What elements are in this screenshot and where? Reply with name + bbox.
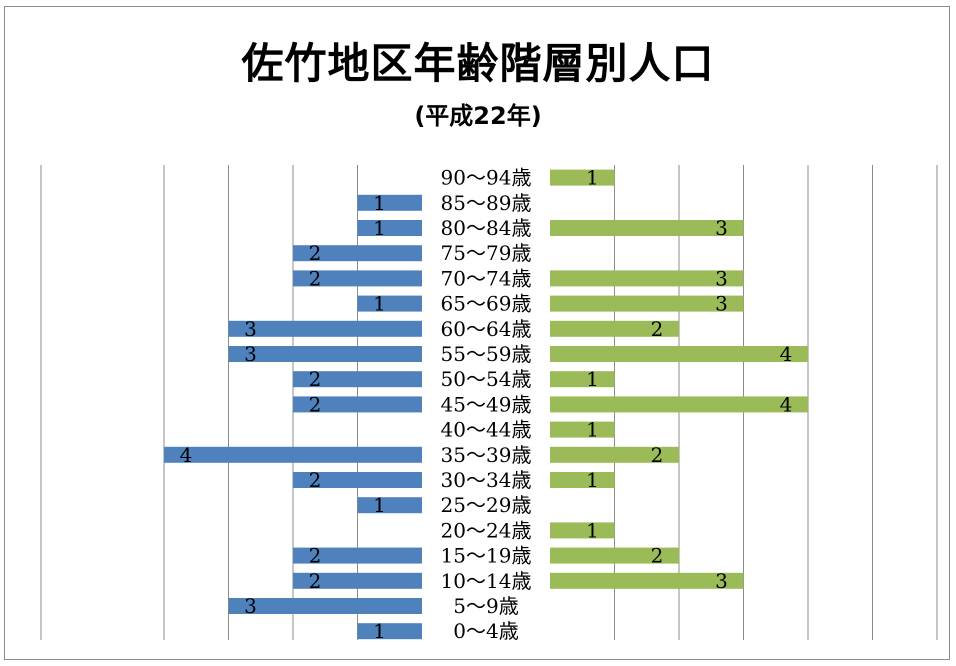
bar-left xyxy=(357,497,422,514)
data-label: 1 xyxy=(373,619,386,643)
data-label: 2 xyxy=(309,367,322,391)
bar-left xyxy=(293,547,422,564)
chart-title: 佐竹地区年齢階層別人口 xyxy=(241,39,715,88)
data-label: 2 xyxy=(651,317,664,341)
category-label: 30～34歳 xyxy=(441,468,532,492)
bar-right xyxy=(550,220,744,236)
bar-right xyxy=(550,295,744,312)
bar-right xyxy=(550,547,679,564)
bar-left xyxy=(228,320,422,337)
data-label: 2 xyxy=(309,266,322,290)
category-label: 70～74歳 xyxy=(441,266,532,290)
category-label: 0～4歳 xyxy=(453,619,518,643)
data-label: 1 xyxy=(373,216,386,240)
data-label: 4 xyxy=(180,443,193,467)
category-label: 80～84歳 xyxy=(441,216,532,240)
bar-left xyxy=(357,194,422,211)
category-label: 10～14歳 xyxy=(441,569,532,593)
bar-right xyxy=(550,572,744,589)
data-label: 3 xyxy=(244,342,257,366)
category-label: 90～94歳 xyxy=(441,166,532,190)
bar-right xyxy=(550,421,615,438)
bar-right xyxy=(550,320,679,337)
bar-left xyxy=(293,371,422,388)
category-label: 15～19歳 xyxy=(441,544,532,568)
bar-right xyxy=(550,371,615,388)
data-label: 1 xyxy=(586,468,599,492)
bar-right xyxy=(550,346,808,362)
data-label: 1 xyxy=(586,418,599,442)
data-label: 1 xyxy=(373,191,386,215)
data-label: 1 xyxy=(373,493,386,517)
chart-subtitle: (平成22年) xyxy=(414,102,542,130)
category-label: 65～69歳 xyxy=(441,292,532,316)
bar-right xyxy=(550,472,615,488)
data-label: 4 xyxy=(780,342,793,366)
category-label: 40～44歳 xyxy=(441,418,532,442)
bar-left xyxy=(228,598,422,614)
bar-left xyxy=(293,472,422,488)
bar-left xyxy=(357,220,422,236)
bar-right xyxy=(550,270,744,287)
data-label: 2 xyxy=(309,544,322,568)
data-label: 1 xyxy=(586,518,599,542)
data-label: 3 xyxy=(715,216,728,240)
bar-left xyxy=(228,346,422,362)
category-label: 5～9歳 xyxy=(453,594,518,618)
category-label: 20～24歳 xyxy=(441,518,532,542)
data-label: 1 xyxy=(373,292,386,316)
data-label: 3 xyxy=(244,594,257,618)
data-label: 4 xyxy=(780,392,793,416)
bar-left xyxy=(293,572,422,589)
data-label: 2 xyxy=(309,241,322,265)
category-label: 35～39歳 xyxy=(441,443,532,467)
bar-left xyxy=(357,295,422,312)
bar-left xyxy=(164,446,422,463)
category-label: 60～64歳 xyxy=(441,317,532,341)
bar-right xyxy=(550,169,615,186)
data-label: 2 xyxy=(309,392,322,416)
bar-left xyxy=(357,623,422,640)
category-label: 50～54歳 xyxy=(441,367,532,391)
bar-left xyxy=(293,396,422,413)
bar-left xyxy=(293,270,422,287)
category-label: 75～79歳 xyxy=(441,241,532,265)
category-label: 45～49歳 xyxy=(441,392,532,416)
data-label: 1 xyxy=(586,166,599,190)
bar-right xyxy=(550,522,615,539)
category-label: 55～59歳 xyxy=(441,342,532,366)
data-label: 2 xyxy=(309,468,322,492)
data-label: 3 xyxy=(244,317,257,341)
data-label: 3 xyxy=(715,266,728,290)
category-label: 25～29歳 xyxy=(441,493,532,517)
chart-frame xyxy=(4,6,950,660)
data-label: 2 xyxy=(651,544,664,568)
category-label: 85～89歳 xyxy=(441,191,532,215)
data-label: 2 xyxy=(651,443,664,467)
data-label: 3 xyxy=(715,569,728,593)
data-label: 2 xyxy=(309,569,322,593)
bar-left xyxy=(293,245,422,262)
bar-right xyxy=(550,446,679,463)
data-label: 3 xyxy=(715,292,728,316)
data-label: 1 xyxy=(586,367,599,391)
bar-right xyxy=(550,396,808,413)
